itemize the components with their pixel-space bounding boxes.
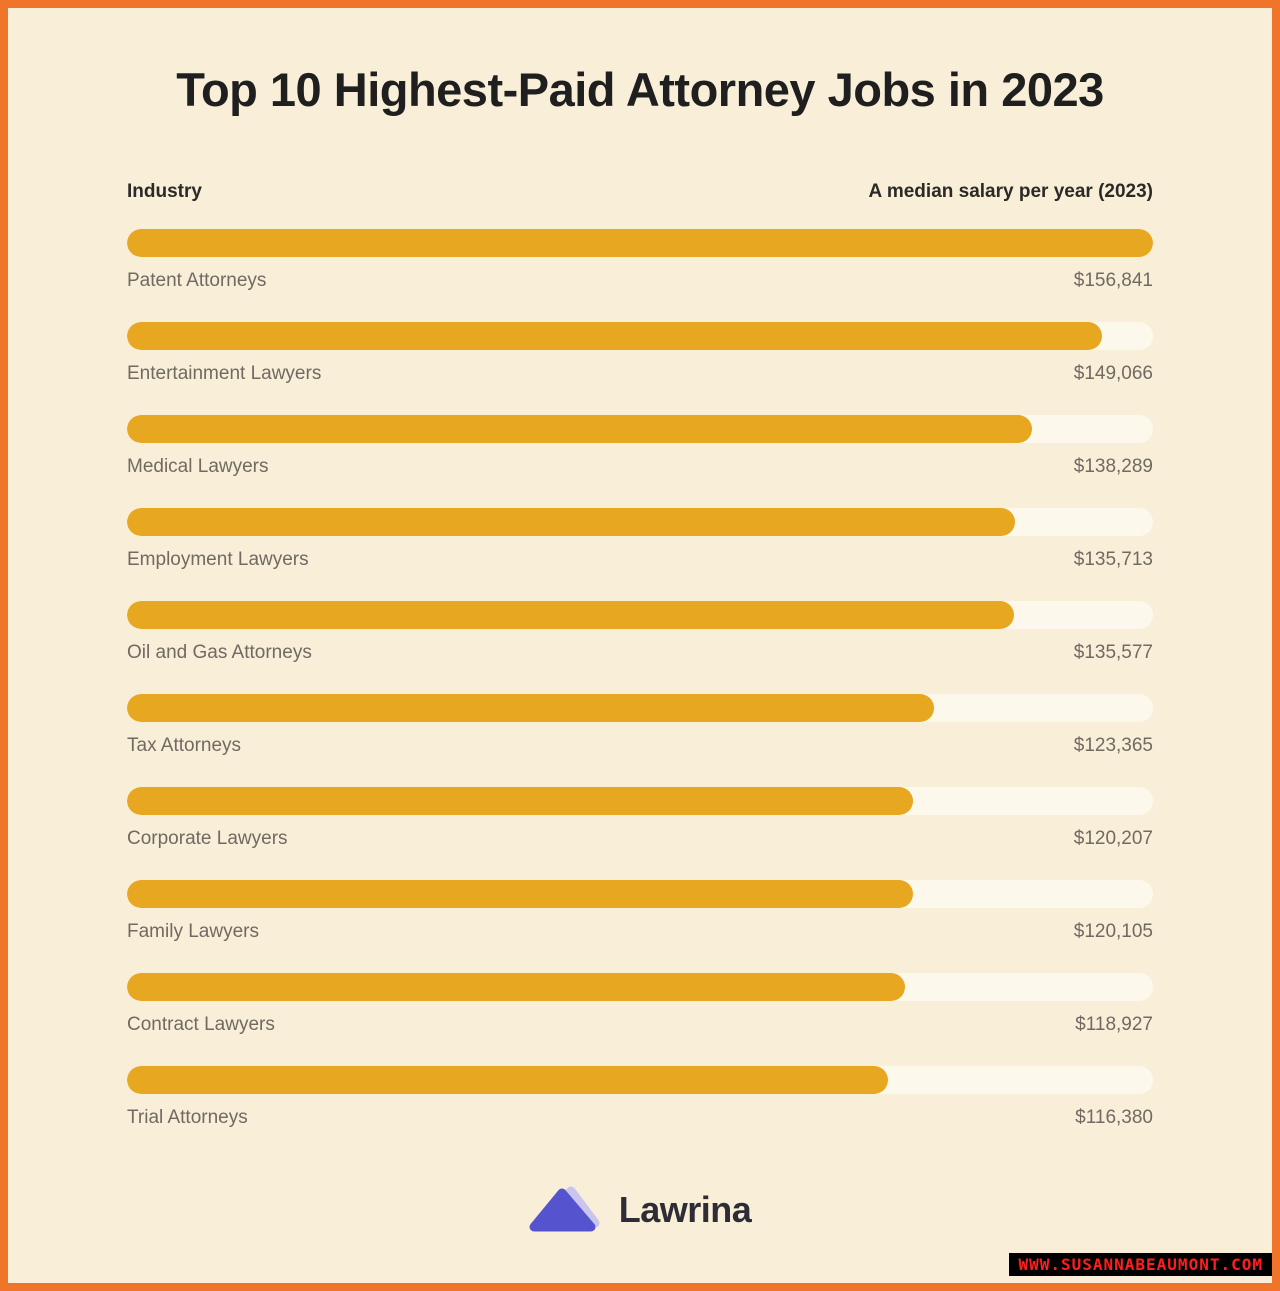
chart-row: Employment Lawyers $135,713 [127,508,1153,571]
brand-name: Lawrina [618,1188,752,1230]
bar-fill [127,1066,889,1094]
chart-row: Tax Attorneys $123,365 [127,694,1153,757]
chart-row: Medical Lawyers $138,289 [127,415,1153,478]
bar-fill [127,508,1015,536]
row-value: $118,927 [1075,1014,1153,1035]
row-text: Employment Lawyers $135,713 [127,549,1153,571]
bar-fill [127,694,935,722]
chart-row: Patent Attorneys $156,841 [127,229,1153,292]
row-value: $123,365 [1073,735,1153,756]
row-label: Contract Lawyers [127,1014,275,1035]
row-label: Patent Attorneys [127,270,267,291]
bar-fill [127,880,913,908]
row-text: Entertainment Lawyers $149,066 [127,363,1153,385]
row-value: $135,713 [1073,549,1153,570]
row-label: Employment Lawyers [127,549,309,570]
bar-fill [127,787,914,815]
chart-row: Entertainment Lawyers $149,066 [127,322,1153,385]
bar-chart: Industry A median salary per year (2023)… [127,181,1153,1129]
row-value: $116,380 [1075,1107,1153,1128]
row-value: $135,577 [1073,642,1153,663]
chart-row: Contract Lawyers $118,927 [127,973,1153,1036]
bar-track [127,787,1153,815]
bar-track [127,880,1153,908]
bar-track [127,415,1153,443]
row-label: Entertainment Lawyers [127,363,322,384]
chart-rows: Patent Attorneys $156,841 Entertainment … [127,229,1153,1129]
row-text: Oil and Gas Attorneys $135,577 [127,642,1153,664]
footer-logo: Lawrina [8,1181,1272,1238]
row-label: Corporate Lawyers [127,828,288,849]
row-label: Family Lawyers [127,921,259,942]
bar-track [127,508,1153,536]
row-value: $120,207 [1073,828,1153,849]
row-value: $156,841 [1073,270,1153,291]
bar-track [127,229,1153,257]
row-label: Oil and Gas Attorneys [127,642,312,663]
chart-row: Oil and Gas Attorneys $135,577 [127,601,1153,664]
row-label: Tax Attorneys [127,735,242,756]
bar-track [127,973,1153,1001]
bar-fill [127,973,906,1001]
row-text: Family Lawyers $120,105 [127,921,1153,943]
row-text: Patent Attorneys $156,841 [127,270,1153,292]
row-value: $120,105 [1073,921,1153,942]
bar-track [127,694,1153,722]
chart-row: Trial Attorneys $116,380 [127,1066,1153,1129]
row-label: Medical Lawyers [127,456,269,477]
column-header-industry: Industry [127,181,202,202]
row-label: Trial Attorneys [127,1107,248,1128]
bar-fill [127,415,1032,443]
column-header-salary: A median salary per year (2023) [868,181,1153,202]
bar-track [127,322,1153,350]
row-text: Contract Lawyers $118,927 [127,1014,1153,1036]
row-text: Trial Attorneys $116,380 [127,1107,1153,1129]
bar-track [127,601,1153,629]
watermark-banner: WWW.SUSANNABEAUMONT.COM [1009,1253,1272,1276]
bar-fill [127,229,1153,257]
row-value: $149,066 [1073,363,1153,384]
chart-header-row: Industry A median salary per year (2023) [127,181,1153,203]
row-text: Corporate Lawyers $120,207 [127,828,1153,850]
row-value: $138,289 [1073,456,1153,477]
bar-track [127,1066,1153,1094]
row-text: Tax Attorneys $123,365 [127,735,1153,757]
bar-fill [127,322,1103,350]
chart-row: Family Lawyers $120,105 [127,880,1153,943]
page-title: Top 10 Highest-Paid Attorney Jobs in 202… [176,63,1104,116]
bar-fill [127,601,1014,629]
chart-row: Corporate Lawyers $120,207 [127,787,1153,850]
row-text: Medical Lawyers $138,289 [127,456,1153,478]
lawrina-triangle-logo-icon [529,1181,603,1238]
